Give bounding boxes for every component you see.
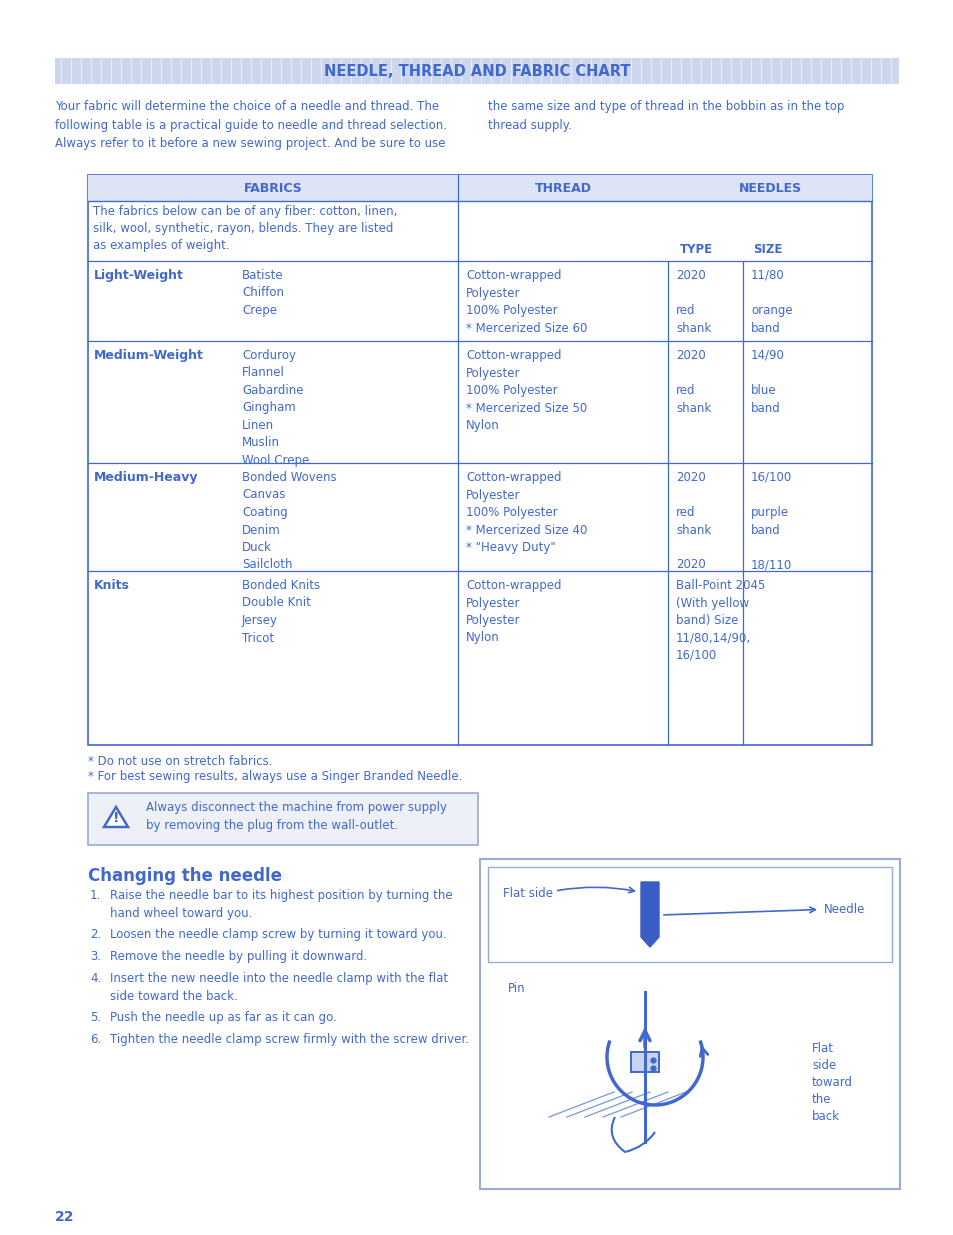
Text: Bonded Wovens
Canvas
Coating
Denim
Duck
Sailcloth: Bonded Wovens Canvas Coating Denim Duck … (242, 471, 336, 572)
Text: NEEDLE, THREAD AND FABRIC CHART: NEEDLE, THREAD AND FABRIC CHART (323, 63, 630, 79)
Text: Raise the needle bar to its highest position by turning the
hand wheel toward yo: Raise the needle bar to its highest posi… (110, 889, 452, 920)
Text: SIZE: SIZE (752, 243, 781, 256)
Text: 2.: 2. (90, 927, 101, 941)
Text: TYPE: TYPE (679, 243, 713, 256)
Text: 1.: 1. (90, 889, 101, 902)
Text: Tighten the needle clamp screw firmly with the screw driver.: Tighten the needle clamp screw firmly wi… (110, 1032, 469, 1046)
Text: Insert the new needle into the needle clamp with the flat
side toward the back.: Insert the new needle into the needle cl… (110, 972, 448, 1003)
Bar (479, 860, 899, 1189)
Text: Cotton-wrapped
Polyester
Polyester
Nylon: Cotton-wrapped Polyester Polyester Nylon (465, 579, 561, 645)
Bar (88, 793, 477, 845)
Text: Pin: Pin (507, 982, 525, 995)
Text: 4.: 4. (90, 972, 101, 986)
Bar (55, 58, 898, 84)
Text: The fabrics below can be of any fiber: cotton, linen,
silk, wool, synthetic, ray: The fabrics below can be of any fiber: c… (92, 205, 397, 252)
Text: Cotton-wrapped
Polyester
100% Polyester
* Mercerized Size 60: Cotton-wrapped Polyester 100% Polyester … (465, 269, 587, 335)
Text: Needle: Needle (823, 903, 864, 916)
Text: * Do not use on stretch fabrics.: * Do not use on stretch fabrics. (88, 755, 273, 768)
Text: Changing the needle: Changing the needle (88, 867, 282, 885)
Text: 2020

red
shank: 2020 red shank (676, 269, 711, 335)
Text: Flat side: Flat side (502, 887, 553, 900)
Text: Cotton-wrapped
Polyester
100% Polyester
* Mercerized Size 50
Nylon: Cotton-wrapped Polyester 100% Polyester … (465, 350, 587, 432)
Text: 2020

red
shank: 2020 red shank (676, 350, 711, 415)
Polygon shape (104, 806, 128, 827)
Polygon shape (640, 882, 659, 947)
Text: THREAD: THREAD (534, 182, 591, 194)
Bar (88, 175, 871, 745)
Text: Ball-Point 2045
(With yellow
band) Size
11/80,14/90,
16/100: Ball-Point 2045 (With yellow band) Size … (676, 579, 764, 662)
Text: 3.: 3. (90, 950, 101, 963)
Text: Medium-Heavy: Medium-Heavy (94, 471, 198, 484)
Text: 6.: 6. (90, 1032, 101, 1046)
Text: 5.: 5. (90, 1011, 101, 1024)
Text: Flat
side
toward
the
back: Flat side toward the back (811, 1042, 852, 1123)
Text: Loosen the needle clamp screw by turning it toward you.: Loosen the needle clamp screw by turning… (110, 927, 446, 941)
Bar (630, 1052, 659, 1072)
Text: Your fabric will determine the choice of a needle and thread. The
following tabl: Your fabric will determine the choice of… (55, 100, 447, 149)
Text: 2020

red
shank

2020: 2020 red shank 2020 (676, 471, 711, 572)
Text: Cotton-wrapped
Polyester
100% Polyester
* Mercerized Size 40
* "Heavy Duty": Cotton-wrapped Polyester 100% Polyester … (465, 471, 587, 555)
Bar (488, 867, 891, 962)
Text: NEEDLES: NEEDLES (738, 182, 801, 194)
Text: Always disconnect the machine from power supply
by removing the plug from the wa: Always disconnect the machine from power… (146, 802, 447, 832)
Text: Push the needle up as far as it can go.: Push the needle up as far as it can go. (110, 1011, 336, 1024)
Text: Remove the needle by pulling it downward.: Remove the needle by pulling it downward… (110, 950, 367, 963)
Text: Bonded Knits
Double Knit
Jersey
Tricot: Bonded Knits Double Knit Jersey Tricot (242, 579, 320, 645)
Text: Medium-Weight: Medium-Weight (94, 350, 204, 362)
Text: 14/90

blue
band: 14/90 blue band (750, 350, 784, 415)
Text: FABRICS: FABRICS (243, 182, 302, 194)
Bar (88, 175, 871, 201)
Text: Corduroy
Flannel
Gabardine
Gingham
Linen
Muslin
Wool Crepe: Corduroy Flannel Gabardine Gingham Linen… (242, 350, 309, 467)
Text: * For best sewing results, always use a Singer Branded Needle.: * For best sewing results, always use a … (88, 769, 462, 783)
Text: Light-Weight: Light-Weight (94, 269, 184, 282)
Text: 22: 22 (55, 1210, 74, 1224)
Text: Knits: Knits (94, 579, 130, 592)
Text: Batiste
Chiffon
Crepe: Batiste Chiffon Crepe (242, 269, 284, 317)
Text: !: ! (112, 811, 119, 825)
Text: 16/100

purple
band

18/110: 16/100 purple band 18/110 (750, 471, 791, 572)
Text: the same size and type of thread in the bobbin as in the top
thread supply.: the same size and type of thread in the … (488, 100, 843, 131)
Text: 11/80

orange
band: 11/80 orange band (750, 269, 792, 335)
